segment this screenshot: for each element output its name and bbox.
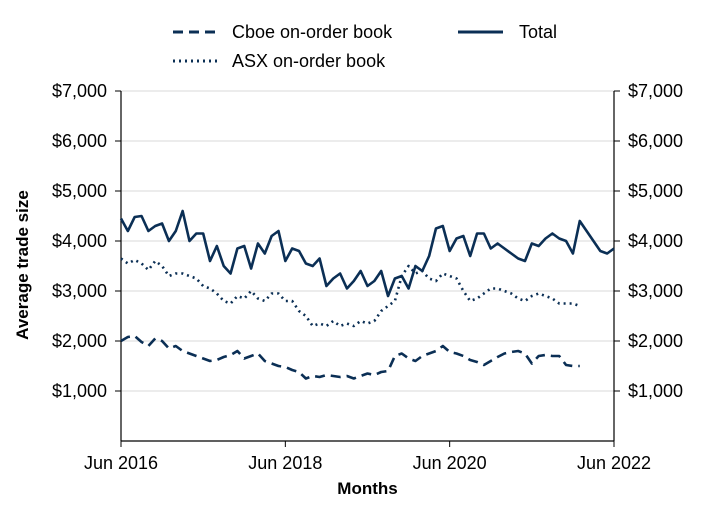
y-tick-label-left: $5,000	[52, 181, 107, 201]
legend-item-cboe: Cboe on-order book	[173, 22, 393, 42]
y-tick-label-right: $4,000	[628, 231, 683, 251]
series-line-asx-on-order-book	[120, 257, 581, 328]
y-tick-label-left: $6,000	[52, 131, 107, 151]
y-tick-label-right: $1,000	[628, 381, 683, 401]
y-tick-label-left: $7,000	[52, 81, 107, 101]
series-lines	[119, 209, 615, 380]
x-tick-label: Jun 2022	[577, 453, 651, 473]
y-tick-label-right: $2,000	[628, 331, 683, 351]
y-tick-label-left: $2,000	[52, 331, 107, 351]
y-tick-label-right: $3,000	[628, 281, 683, 301]
x-axis-title: Months	[337, 479, 397, 498]
x-tick-label: Jun 2016	[84, 453, 158, 473]
legend-item-asx: ASX on-order book	[173, 51, 386, 71]
y-axis-title: Average trade size	[13, 190, 32, 340]
y-tick-label-right: $6,000	[628, 131, 683, 151]
x-tick-label: Jun 2018	[248, 453, 322, 473]
gridlines	[121, 90, 614, 392]
legend: Cboe on-order book Total ASX on-order bo…	[173, 22, 557, 71]
y-tick-label-left: $1,000	[52, 381, 107, 401]
legend-label-total: Total	[519, 22, 557, 42]
axes: $1,000 $1,000 $2,000 $2,000 $3,000 $3,000 $4,0…	[52, 81, 683, 473]
series-line-cboe-on-order-book	[120, 334, 580, 380]
y-tick-label-right: $5,000	[628, 181, 683, 201]
legend-label-cboe: Cboe on-order book	[232, 22, 393, 42]
series-line-total	[119, 209, 615, 298]
y-tick-label-left: $4,000	[52, 231, 107, 251]
y-tick-label-left: $3,000	[52, 281, 107, 301]
legend-item-total: Total	[458, 22, 557, 42]
y-tick-label-right: $7,000	[628, 81, 683, 101]
legend-label-asx: ASX on-order book	[232, 51, 386, 71]
x-tick-label: Jun 2020	[413, 453, 487, 473]
